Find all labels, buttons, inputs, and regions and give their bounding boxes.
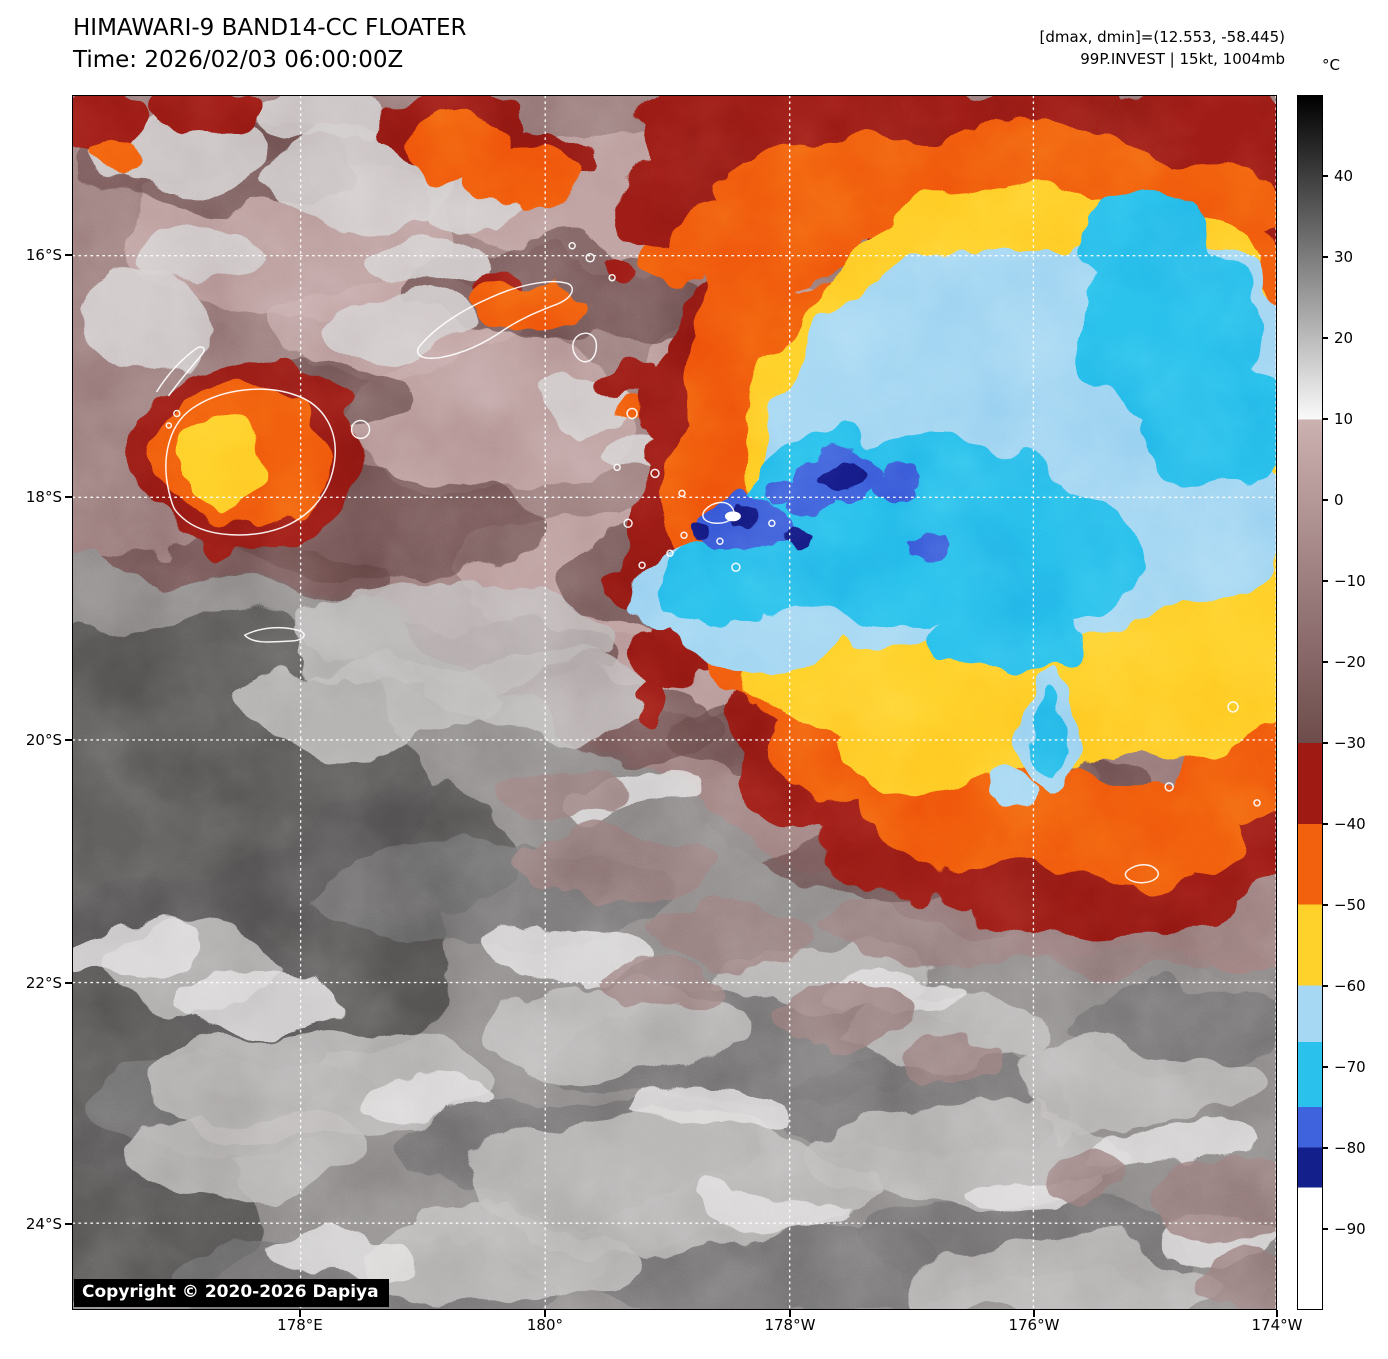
figure-time: Time: 2026/02/03 06:00:00Z — [73, 47, 404, 73]
y-axis-labels: 16°S 18°S 20°S 22°S 24°S — [14, 95, 64, 1310]
colorbar-tick-mark — [1323, 256, 1328, 258]
colorbar-ticks: 40 30 20 10 0 −10 −20 −30 −40 −50 −60 −70 −80 −90 — [1323, 95, 1387, 1310]
graticule-gridlines — [73, 96, 1276, 1309]
y-tick-label: 22°S — [25, 974, 62, 993]
y-tick-label: 24°S — [25, 1214, 62, 1233]
figure-title: HIMAWARI-9 BAND14-CC FLOATER — [73, 15, 467, 41]
x-tick-label: 180° — [526, 1316, 564, 1334]
colorbar-tick-label: 10 — [1334, 410, 1354, 428]
colorbar-tick-mark — [1323, 580, 1328, 582]
colorbar-tick-mark — [1323, 337, 1328, 339]
colorbar-tick-label: −20 — [1334, 653, 1366, 671]
y-tick-label: 16°S — [25, 246, 62, 264]
x-tick-label: 178°E — [277, 1316, 323, 1334]
colorbar-tick-label: −80 — [1334, 1139, 1366, 1157]
colorbar-tick-mark — [1323, 499, 1328, 501]
title-block: HIMAWARI-9 BAND14-CC FLOATER Time: 2026/… — [73, 12, 466, 76]
colorbar-tick-mark — [1323, 175, 1328, 177]
y-tick-mark — [65, 982, 72, 984]
colorbar-tick-label: −30 — [1334, 734, 1366, 752]
colorbar-tick-mark — [1323, 742, 1328, 744]
colorbar-tick-mark — [1323, 985, 1328, 987]
dmax-dmin-annotation: [dmax, dmin]=(12.553, -58.445) — [1039, 28, 1285, 46]
colorbar-tick-label: −90 — [1334, 1220, 1366, 1238]
colorbar-tick-mark — [1323, 661, 1328, 663]
annotation-block: [dmax, dmin]=(12.553, -58.445) 99P.INVES… — [1040, 26, 1285, 70]
coastlines — [156, 242, 1261, 884]
y-tick-label: 18°S — [25, 488, 62, 507]
colorbar-tick-label: −60 — [1334, 977, 1366, 995]
y-tick-mark — [65, 739, 72, 741]
colorbar-tick-label: 0 — [1334, 491, 1344, 509]
colorbar-tick-label: 40 — [1334, 167, 1354, 185]
y-tick-mark — [65, 254, 72, 256]
y-tick-mark — [65, 1223, 72, 1225]
grain-overlay — [73, 96, 1276, 1309]
satellite-map: Copyright © 2020-2026 Dapiya — [72, 95, 1277, 1310]
copyright-badge: Copyright © 2020-2026 Dapiya — [74, 1279, 389, 1307]
colorbar-tick-mark — [1323, 1147, 1328, 1149]
x-tick-label: 176°W — [1008, 1316, 1060, 1334]
colorbar-unit-label: °C — [1322, 56, 1340, 74]
x-tick-label: 178°W — [764, 1316, 816, 1334]
satellite-imagery — [73, 96, 1276, 1309]
storm-info-annotation: 99P.INVEST | 15kt, 1004mb — [1080, 50, 1285, 68]
colorbar-tick-label: 20 — [1334, 329, 1354, 347]
colorbar-tick-mark — [1323, 1228, 1328, 1230]
x-tick-label: 174°W — [1251, 1316, 1303, 1334]
x-axis-labels: 178°E 180° 178°W 176°W 174°W — [72, 1316, 1302, 1338]
colorbar-tick-label: −50 — [1334, 896, 1366, 914]
colorbar-tick-mark — [1323, 1066, 1328, 1068]
colorbar-tick-label: −10 — [1334, 572, 1366, 590]
colorbar-tick-mark — [1323, 418, 1328, 420]
colorbar-tick-label: 30 — [1334, 248, 1354, 266]
colorbar-tick-label: −40 — [1334, 815, 1366, 833]
colorbar-gradient — [1297, 95, 1323, 1310]
y-tick-label: 20°S — [25, 731, 62, 750]
colorbar-tick-mark — [1323, 904, 1328, 906]
y-tick-mark — [65, 496, 72, 498]
colorbar-tick-label: −70 — [1334, 1058, 1366, 1076]
colorbar-tick-mark — [1323, 823, 1328, 825]
